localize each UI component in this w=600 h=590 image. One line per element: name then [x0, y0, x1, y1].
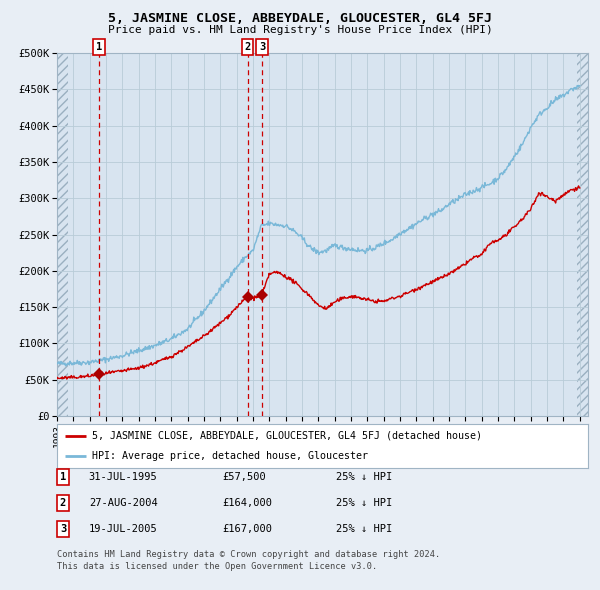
Text: 2: 2 [244, 42, 251, 52]
Text: 1: 1 [96, 42, 102, 52]
Text: 1: 1 [60, 472, 66, 481]
Bar [57, 53, 68, 416]
Text: £167,000: £167,000 [222, 524, 272, 533]
Text: Price paid vs. HM Land Registry's House Price Index (HPI): Price paid vs. HM Land Registry's House … [107, 25, 493, 35]
Text: 3: 3 [259, 42, 265, 52]
Text: £164,000: £164,000 [222, 498, 272, 507]
Text: 5, JASMINE CLOSE, ABBEYDALE, GLOUCESTER, GL4 5FJ: 5, JASMINE CLOSE, ABBEYDALE, GLOUCESTER,… [108, 12, 492, 25]
Text: HPI: Average price, detached house, Gloucester: HPI: Average price, detached house, Glou… [92, 451, 368, 461]
Text: 25% ↓ HPI: 25% ↓ HPI [336, 472, 392, 481]
Bar [577, 53, 588, 416]
Text: 27-AUG-2004: 27-AUG-2004 [89, 498, 158, 507]
Text: 31-JUL-1995: 31-JUL-1995 [89, 472, 158, 481]
Text: 5, JASMINE CLOSE, ABBEYDALE, GLOUCESTER, GL4 5FJ (detached house): 5, JASMINE CLOSE, ABBEYDALE, GLOUCESTER,… [92, 431, 482, 441]
Text: 19-JUL-2005: 19-JUL-2005 [89, 524, 158, 533]
Text: 25% ↓ HPI: 25% ↓ HPI [336, 524, 392, 533]
Text: 3: 3 [60, 524, 66, 533]
Text: £57,500: £57,500 [222, 472, 266, 481]
Text: Contains HM Land Registry data © Crown copyright and database right 2024.: Contains HM Land Registry data © Crown c… [57, 550, 440, 559]
Text: 2: 2 [60, 498, 66, 507]
Text: This data is licensed under the Open Government Licence v3.0.: This data is licensed under the Open Gov… [57, 562, 377, 571]
Text: 25% ↓ HPI: 25% ↓ HPI [336, 498, 392, 507]
